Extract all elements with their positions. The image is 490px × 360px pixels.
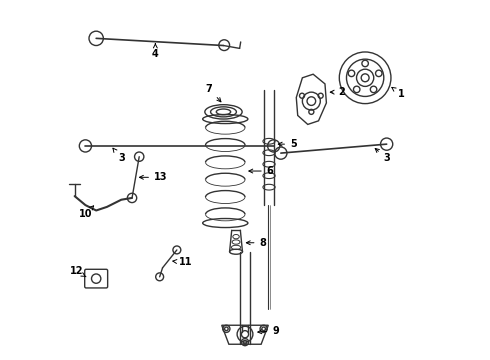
Text: 1: 1 xyxy=(392,87,404,99)
Text: 8: 8 xyxy=(246,238,267,248)
Text: 6: 6 xyxy=(249,166,273,176)
Text: 5: 5 xyxy=(278,139,297,149)
Text: 3: 3 xyxy=(113,148,124,163)
Text: 3: 3 xyxy=(375,148,390,163)
Text: 13: 13 xyxy=(140,172,168,182)
Text: 9: 9 xyxy=(258,325,279,336)
Text: 10: 10 xyxy=(79,206,94,219)
Text: 12: 12 xyxy=(70,266,86,277)
Text: 4: 4 xyxy=(152,44,159,59)
Text: 11: 11 xyxy=(173,257,193,267)
Text: 2: 2 xyxy=(330,87,345,97)
Text: 7: 7 xyxy=(206,84,221,102)
